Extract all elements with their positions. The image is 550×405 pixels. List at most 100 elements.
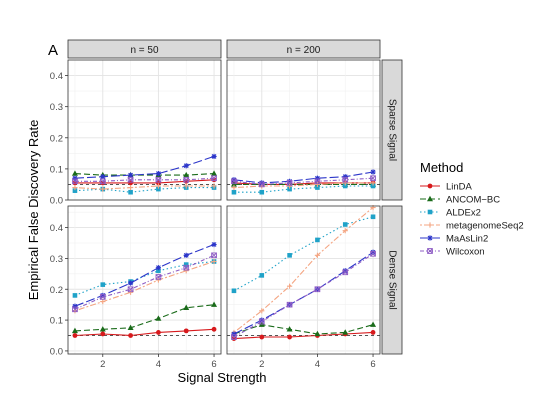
data-point xyxy=(183,262,189,267)
data-point xyxy=(259,180,265,186)
panel-border xyxy=(67,205,222,355)
data-point xyxy=(211,326,217,332)
data-point xyxy=(314,252,321,258)
data-point xyxy=(314,178,321,185)
column-strip-label: n = 200 xyxy=(287,45,321,56)
data-point xyxy=(183,163,189,169)
legend-item: ANCOM−BC xyxy=(420,195,500,206)
series-line xyxy=(75,179,215,184)
data-point xyxy=(231,331,237,337)
data-point xyxy=(127,324,134,330)
data-point xyxy=(370,249,376,255)
facet-panel: 0.0 0.1 0.2 0.3 0.4 2 4 6 xyxy=(50,205,222,370)
row-strip xyxy=(381,205,403,355)
series-line xyxy=(74,185,214,190)
data-point xyxy=(314,175,321,181)
data-point xyxy=(127,280,134,286)
legend: LinDA ANCOM−BC ALDEx2 metagenomeSeq2 MaAsLin… xyxy=(420,182,524,258)
data-point xyxy=(370,169,376,175)
data-point xyxy=(99,294,106,300)
legend-item: LinDA xyxy=(420,182,473,193)
data-point xyxy=(127,172,134,178)
data-point xyxy=(156,186,161,192)
y-tick-label: 0.0 xyxy=(50,196,63,207)
data-point xyxy=(287,334,292,340)
legend-item: metagenomeSeq2 xyxy=(420,221,524,232)
data-point xyxy=(71,327,78,334)
data-point xyxy=(155,274,162,280)
data-point xyxy=(100,298,106,305)
data-point xyxy=(370,330,376,335)
data-point xyxy=(100,174,106,180)
legend-label: ALDEx2 xyxy=(446,208,481,219)
panels-layer: n = 50 n = 200 Sparse Signal Dense Signal 0.… xyxy=(50,39,403,370)
data-point xyxy=(342,329,349,335)
data-point xyxy=(128,189,133,195)
data-point xyxy=(156,330,161,335)
row-strip-label: Sparse Signal xyxy=(386,99,397,161)
data-point xyxy=(183,183,189,189)
data-point xyxy=(100,282,106,287)
data-point xyxy=(342,183,348,189)
series-line xyxy=(233,324,374,335)
series-line xyxy=(74,254,215,310)
data-point xyxy=(71,170,78,176)
data-point xyxy=(286,183,293,189)
legend-item: ALDEx2 xyxy=(420,208,481,219)
panel-letter: A xyxy=(48,42,58,59)
data-point xyxy=(183,252,189,258)
y-tick-label: 0.4 xyxy=(50,71,63,82)
data-point xyxy=(183,176,190,183)
data-point xyxy=(342,269,349,276)
y-tick-label: 0.2 xyxy=(50,133,63,144)
x-tick-label: 6 xyxy=(370,359,375,370)
data-point xyxy=(427,248,433,254)
y-axis-title: Empirical False Discovery Rate xyxy=(26,120,41,301)
data-point xyxy=(127,289,134,295)
column-strip xyxy=(67,39,222,59)
data-point xyxy=(342,268,348,274)
data-point xyxy=(287,253,292,258)
data-point xyxy=(211,175,217,182)
y-tick-label: 0.4 xyxy=(50,223,63,234)
legend-item: MaAsLin2 xyxy=(420,234,488,245)
data-point xyxy=(314,286,321,293)
data-point xyxy=(183,328,189,334)
data-point xyxy=(72,175,78,181)
facet-panel: 0.0 0.1 0.2 0.3 0.4 xyxy=(50,59,222,207)
row-strip xyxy=(381,59,403,201)
data-point xyxy=(231,184,237,191)
data-point xyxy=(100,331,106,337)
data-point xyxy=(211,170,218,176)
x-tick-label: 6 xyxy=(211,359,216,370)
panel-border xyxy=(67,59,222,201)
legend-label: LinDA xyxy=(446,182,473,193)
data-point xyxy=(72,293,78,298)
data-point xyxy=(156,268,161,274)
legend-label: ANCOM−BC xyxy=(446,195,500,206)
series-line xyxy=(233,207,374,333)
data-point xyxy=(342,228,348,234)
legend-item: Wilcoxon xyxy=(420,247,485,258)
data-point xyxy=(314,181,321,188)
data-point xyxy=(258,181,265,188)
column-strip-label: n = 50 xyxy=(130,45,159,56)
column-strip xyxy=(226,39,381,59)
data-point xyxy=(99,326,106,332)
data-point xyxy=(128,333,133,338)
x-tick-label: 4 xyxy=(315,359,320,370)
data-point xyxy=(286,301,293,308)
y-tick-label: 0.1 xyxy=(50,316,63,327)
data-point xyxy=(211,301,218,307)
data-point xyxy=(259,273,265,278)
series-line xyxy=(233,177,374,185)
data-point xyxy=(342,180,348,186)
data-point xyxy=(427,195,433,202)
data-point xyxy=(286,180,293,186)
data-point xyxy=(314,330,321,337)
data-point xyxy=(342,222,348,227)
series-line xyxy=(74,328,215,337)
data-point xyxy=(100,292,106,299)
data-point xyxy=(211,252,217,259)
